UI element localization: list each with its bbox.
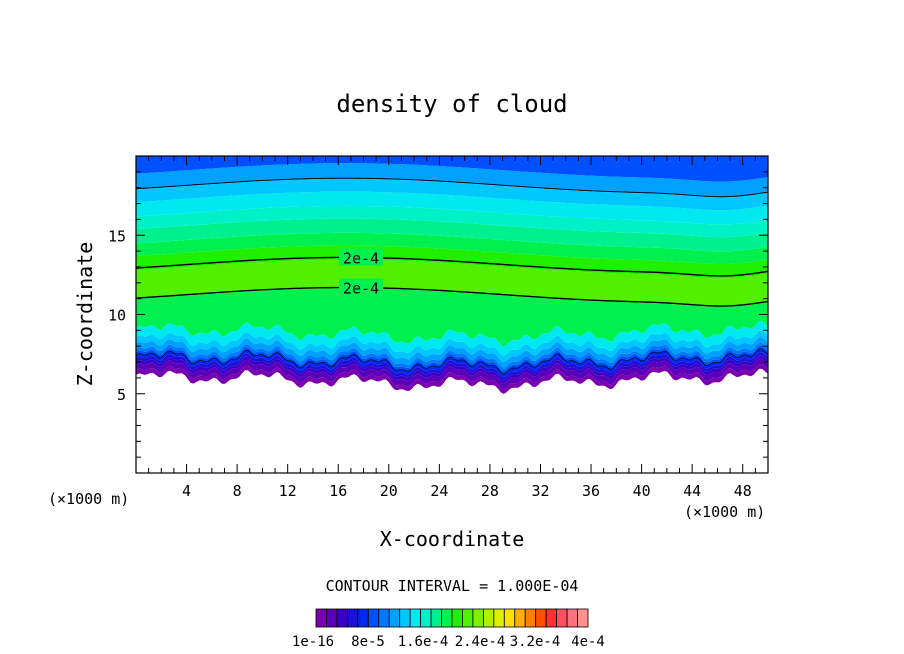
colorbar-swatch	[409, 608, 422, 628]
x-tick-label: 16	[329, 482, 347, 500]
contour-band	[136, 358, 768, 390]
z-unit-label: (×1000 m)	[48, 490, 129, 508]
colorbar-swatch	[420, 608, 432, 628]
colorbar-swatch	[367, 608, 380, 628]
contour-label-background	[338, 278, 383, 296]
colorbar-swatch	[441, 608, 453, 628]
colorbar-swatch	[451, 608, 463, 628]
x-axis: 4 8 12 16 20 24 28 32 36 40 44 48	[135, 156, 769, 500]
contour-band	[136, 348, 768, 378]
x-tick-label: 8	[233, 482, 242, 500]
x-tick-label: 48	[734, 482, 752, 500]
colorbar-swatch	[388, 608, 401, 628]
y-axis-label: Z-coordinate	[73, 242, 97, 387]
contour-line	[136, 348, 768, 375]
x-axis-label: X-coordinate	[380, 527, 525, 551]
contour-band	[136, 156, 768, 182]
contour-band	[136, 163, 768, 198]
contour-band	[136, 330, 768, 363]
contour-band	[136, 321, 768, 356]
contour-line	[136, 256, 768, 277]
x-tick-label: 4	[182, 482, 191, 500]
contour-label: 2e-4	[343, 250, 379, 268]
contour-band	[136, 191, 768, 225]
x-tick-label: 40	[633, 482, 651, 500]
colorbar-swatch	[430, 608, 442, 628]
colorbar-swatch	[514, 608, 526, 628]
x-tick-label: 20	[380, 482, 398, 500]
x-tick-label: 44	[683, 482, 701, 500]
x-tick-label: 12	[279, 482, 297, 500]
contour-band	[136, 218, 768, 252]
colorbar-label: 8e-5	[351, 634, 385, 650]
colorbar-swatch	[577, 608, 589, 628]
contour-line	[136, 177, 768, 198]
contour-band	[136, 337, 768, 368]
contour-band	[136, 352, 768, 381]
contour-lines	[136, 177, 768, 375]
colorbar-swatch	[326, 608, 338, 628]
colorbar-swatch	[535, 608, 547, 628]
contour-band	[136, 363, 768, 394]
y-tick-label: 10	[108, 307, 126, 325]
colorbar-swatch	[482, 608, 495, 628]
plot-area	[136, 156, 768, 473]
colorbar-swatch	[378, 608, 390, 628]
x-tick-label: 36	[582, 482, 600, 500]
contour-interval-text: CONTOUR INTERVAL = 1.000E-04	[326, 577, 579, 595]
colorbar-swatch	[357, 608, 369, 628]
contour-band	[136, 345, 768, 375]
contour-band	[136, 259, 768, 307]
contour-bands	[136, 156, 768, 394]
y-tick-label: 5	[117, 386, 126, 404]
colorbar-swatch	[315, 608, 327, 628]
contour-band	[136, 178, 768, 211]
colorbar-swatch	[503, 608, 516, 628]
colorbar-label: 1e-16	[292, 634, 334, 650]
colorbar-label: 2.4e-4	[455, 634, 506, 650]
colorbar-swatch	[566, 608, 578, 628]
colorbar-labels: 1e-16 8e-5 1.6e-4 2.4e-4 3.2e-4 4e-4	[292, 634, 605, 650]
contour-band	[136, 355, 768, 384]
colorbar-label: 3.2e-4	[510, 634, 561, 650]
colorbar-swatch	[399, 608, 411, 628]
colorbar-label: 1.6e-4	[398, 634, 449, 650]
contour-band	[136, 232, 768, 265]
contour-label-background	[338, 248, 383, 266]
contour-line	[136, 286, 768, 307]
colorbar-swatch	[524, 608, 537, 628]
colorbar-swatch	[462, 608, 474, 628]
x-tick-label: 28	[481, 482, 499, 500]
colorbar-swatch	[545, 608, 558, 628]
contour-band	[136, 288, 768, 347]
contour-band	[136, 342, 768, 371]
y-axis: 5 10 15	[108, 155, 768, 474]
y-tick-label: 15	[108, 227, 126, 245]
colorbar-swatch	[556, 608, 568, 628]
colorbar	[315, 608, 589, 628]
colorbar-swatch	[493, 608, 505, 628]
colorbar-label: 4e-4	[571, 634, 605, 650]
contour-labels: 2e-4 2e-4	[338, 248, 383, 298]
x-tick-label: 32	[531, 482, 549, 500]
colorbar-swatch	[336, 608, 348, 628]
colorbar-swatch	[472, 608, 484, 628]
colorbar-swatch	[346, 608, 359, 628]
x-unit-label: (×1000 m)	[684, 503, 765, 521]
x-tick-label: 24	[430, 482, 448, 500]
chart-title: density of cloud	[336, 90, 567, 118]
contour-label: 2e-4	[343, 280, 379, 298]
contour-band	[136, 205, 768, 238]
